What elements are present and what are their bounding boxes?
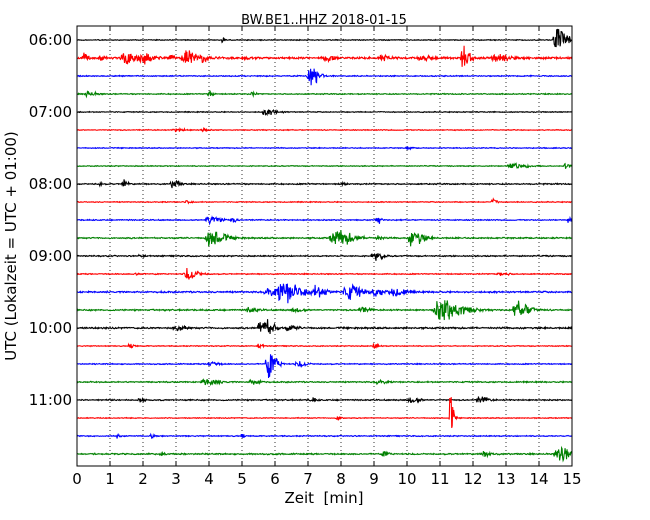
trace-row-0715 [76,126,573,133]
x-tick-label: 1 [105,470,115,488]
x-tick-label: 6 [270,470,280,488]
y-tick-label: 07:00 [29,103,72,121]
x-tick-label: 10 [397,470,416,488]
x-tick-label: 13 [496,470,515,488]
y-tick-label: 08:00 [29,175,72,193]
trace-row-0845 [76,230,573,247]
trace-row-0945 [76,300,573,321]
x-tick-label: 0 [72,470,82,488]
trace-row-1115 [76,397,573,428]
x-tick-label: 2 [138,470,148,488]
x-tick-label: 14 [529,470,548,488]
plot-frame [76,25,573,467]
trace-row-0830 [76,215,573,226]
trace-row-0800 [76,179,573,189]
chart-title: BW.BE1..HHZ 2018-01-15 [241,13,407,28]
y-axis-ticks: 06:00 07:00 08:00 09:00 10:00 11:00 [29,31,572,409]
y-tick-label: 06:00 [29,31,72,49]
x-tick-label: 8 [336,470,346,488]
y-tick-label: 09:00 [29,247,72,265]
x-tick-label: 3 [171,470,181,488]
trace-row-0615 [76,45,573,67]
y-tick-label: 10:00 [29,319,72,337]
x-axis-ticks: 0 1 2 3 4 5 6 7 8 9 10 11 12 13 14 15 [72,26,582,488]
trace-row-1045 [76,378,573,386]
trace-row-1030 [76,354,573,378]
trace-row-0915 [76,267,573,280]
trace-row-0600 [76,28,573,48]
x-tick-label: 4 [204,470,214,488]
trace-row-0730 [76,146,573,151]
seismic-traces [76,28,573,463]
x-tick-label: 5 [237,470,247,488]
y-axis-label: UTC (Lokalzeit = UTC + 01:00) [2,131,20,361]
x-tick-label: 15 [562,470,581,488]
trace-row-0815 [76,197,573,205]
trace-row-1130 [76,432,573,440]
x-tick-label: 9 [369,470,379,488]
x-tick-label: 12 [463,470,482,488]
trace-row-1100 [76,396,573,404]
x-tick-label: 7 [303,470,313,488]
trace-row-0900 [76,253,573,261]
x-axis-label: Zeit [min] [284,489,363,507]
trace-row-0700 [76,108,573,117]
trace-row-0645 [76,90,573,99]
trace-row-1000 [76,319,573,334]
trace-row-0745 [76,162,573,169]
x-tick-label: 11 [430,470,449,488]
trace-row-0930 [76,283,573,304]
trace-row-1145 [76,445,573,463]
trace-row-1015 [76,342,573,350]
y-tick-label: 11:00 [29,391,72,409]
trace-row-0630 [76,68,573,86]
